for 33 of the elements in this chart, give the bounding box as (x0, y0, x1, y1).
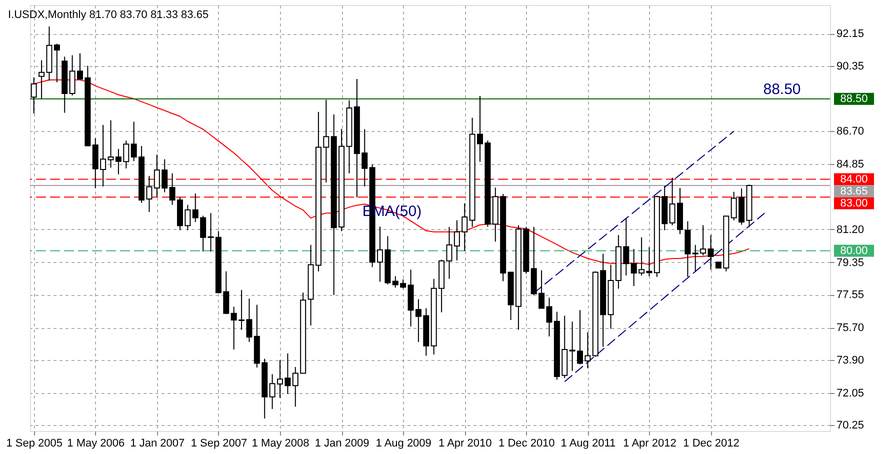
candlestick (54, 43, 60, 83)
chart-title: I.USDX,Monthly 81.70 83.70 81.33 83.65 (8, 9, 209, 21)
y-tick-label: 90.35 (836, 60, 864, 72)
x-tick-label: 1 Apr 2010 (438, 438, 492, 450)
y-tick-label: 72.05 (836, 387, 864, 400)
x-tick-label: 1 Jan 2007 (130, 438, 185, 450)
y-tick-label: 73.90 (836, 354, 864, 366)
y-tick-label: 70.25 (836, 420, 864, 432)
x-tick-label: 1 May 2008 (252, 438, 310, 450)
x-tick-label: 1 Sep 2007 (190, 438, 248, 450)
ref-line-label: 88.50 (840, 92, 868, 105)
candlestick (708, 234, 714, 270)
x-tick-label: 1 Aug 2011 (560, 438, 616, 450)
y-tick-label: 86.70 (836, 126, 864, 138)
y-tick-label: 92.15 (836, 28, 864, 40)
x-tick-label: 1 Aug 2009 (376, 438, 432, 450)
ref-line-label: 80.00 (840, 244, 868, 257)
x-tick-label: 1 Dec 2010 (498, 438, 555, 450)
ref-line-label: 83.00 (840, 197, 868, 210)
x-tick-label: 1 Apr 2012 (623, 438, 676, 450)
candlestick (30, 76, 37, 114)
ref-line-label: 83.65 (840, 185, 868, 198)
x-tick-label: 1 May 2006 (67, 438, 125, 450)
y-tick-label: 75.70 (836, 322, 864, 334)
y-tick-label: 81.20 (836, 224, 864, 236)
x-tick-label: 1 Sep 2005 (6, 438, 62, 450)
y-tick-label: 77.55 (836, 289, 864, 302)
ref-line-label: 84.00 (840, 173, 868, 186)
x-tick-label: 1 Dec 2012 (683, 438, 740, 450)
y-tick-label: 84.85 (836, 158, 864, 171)
annotation: 88.50 (763, 81, 801, 98)
y-tick-label: 79.35 (836, 256, 864, 269)
x-tick-label: 1 Jan 2009 (314, 438, 370, 450)
